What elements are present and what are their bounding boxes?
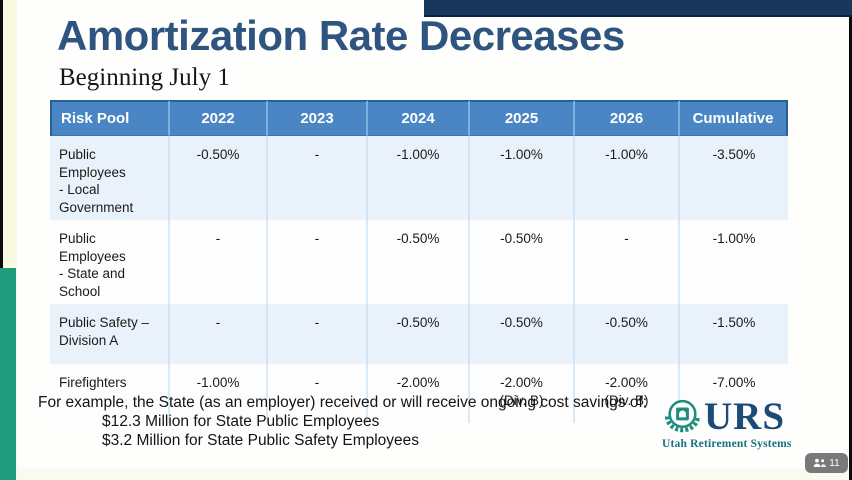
- green-accent-bar: [0, 268, 16, 480]
- table-row: Public Safety – Division A - - -0.50% -0…: [50, 304, 788, 365]
- slide-subtitle: Beginning July 1: [59, 64, 230, 91]
- right-edge-bar: [849, 0, 852, 480]
- table-cell: -2.00% (Div. B): [575, 364, 680, 424]
- table-row: Firefighters -1.00% - -2.00% -2.00% (Div…: [50, 364, 788, 424]
- column-header-2025: 2025: [470, 100, 575, 136]
- participants-badge[interactable]: 11: [805, 453, 848, 473]
- row-header-cell: Public Safety – Division A: [50, 304, 170, 365]
- table-header-row: Risk Pool 2022 2023 2024 2025 2026 Cumul…: [50, 100, 788, 136]
- slide-bottom-margin-strip: [17, 468, 849, 480]
- slide-title: Amortization Rate Decreases: [57, 12, 625, 59]
- table-cell: -: [170, 220, 268, 305]
- urs-logo: URS Utah Retirement Systems: [662, 396, 792, 450]
- table-cell: -2.00%: [368, 364, 470, 424]
- table-cell: -3.50%: [680, 136, 788, 221]
- table-cell: -2.00% (Div. B): [470, 364, 575, 424]
- risk-pool-rate-table: Risk Pool 2022 2023 2024 2025 2026 Cumul…: [50, 100, 788, 424]
- amortization-table: Risk Pool 2022 2023 2024 2025 2026 Cumul…: [50, 100, 788, 424]
- table-cell: -: [268, 136, 368, 221]
- table-cell: -0.50%: [368, 220, 470, 305]
- table-cell: -1.00%: [575, 136, 680, 221]
- column-header-2024: 2024: [368, 100, 470, 136]
- footer-savings-item: $12.3 Million for State Public Employees: [102, 413, 380, 431]
- table-cell: -7.00%: [680, 364, 788, 424]
- urs-wordmark: URS: [704, 395, 786, 438]
- table-cell: -0.50%: [575, 304, 680, 365]
- table-cell: -1.00%: [170, 364, 268, 424]
- table-cell: -: [170, 304, 268, 365]
- column-header-cumulative: Cumulative: [680, 100, 788, 136]
- footer-savings-item: $3.2 Million for State Public Safety Emp…: [102, 432, 420, 450]
- row-header-cell: Firefighters: [50, 364, 170, 424]
- table-cell: -0.50%: [470, 304, 575, 365]
- table-cell: -1.00%: [680, 220, 788, 305]
- table-row: Public Employees - Local Government -0.5…: [50, 136, 788, 221]
- left-edge-bar: [0, 0, 3, 268]
- urs-emblem-laurel-icon: [662, 396, 703, 437]
- footer-note: For example, the State (as an employer) …: [38, 393, 647, 450]
- people-icon: [813, 458, 827, 468]
- table-cell: -0.50%: [170, 136, 268, 221]
- slide-top-accent-band: [424, 0, 852, 17]
- row-header-cell: Public Employees - State and School: [50, 220, 170, 305]
- table-cell: -1.00%: [368, 136, 470, 221]
- table-row: Public Employees - State and School - - …: [50, 220, 788, 305]
- footer-intro-line: For example, the State (as an employer) …: [38, 394, 648, 411]
- table-cell: -0.50%: [470, 220, 575, 305]
- row-header-cell: Public Employees - Local Government: [50, 136, 170, 221]
- column-header-2022: 2022: [170, 100, 268, 136]
- column-header-2023: 2023: [268, 100, 368, 136]
- column-header-2026: 2026: [575, 100, 680, 136]
- table-cell: -0.50%: [368, 304, 470, 365]
- table-cell: -1.50%: [680, 304, 788, 365]
- table-cell: -1.00%: [470, 136, 575, 221]
- table-cell: -: [268, 304, 368, 365]
- table-cell: -: [575, 220, 680, 305]
- urs-tagline: Utah Retirement Systems: [662, 438, 792, 450]
- column-header-risk-pool: Risk Pool: [50, 100, 170, 136]
- table-cell: -: [268, 364, 368, 424]
- participants-count: 11: [829, 457, 840, 469]
- table-cell: -: [268, 220, 368, 305]
